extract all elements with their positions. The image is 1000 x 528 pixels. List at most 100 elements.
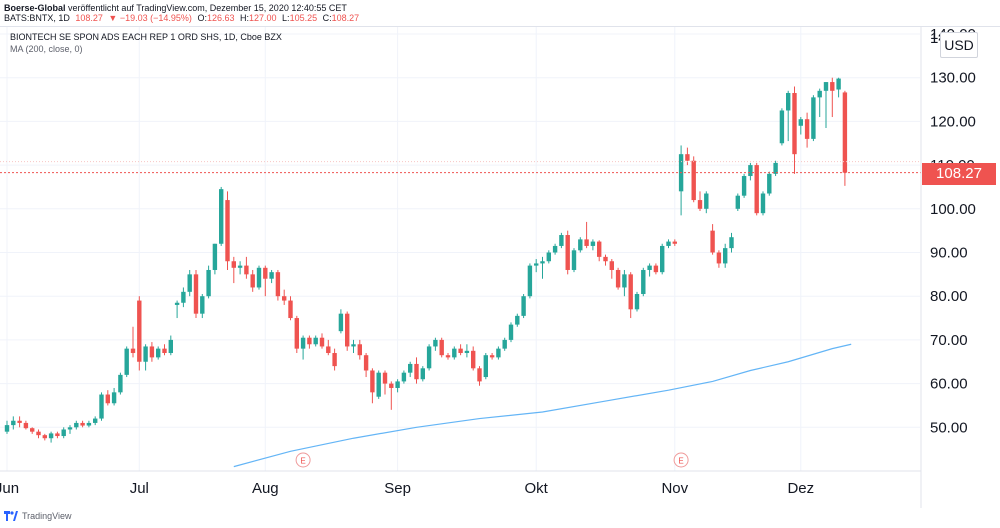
candle-body: [231, 261, 236, 268]
candle-body: [225, 200, 230, 262]
close-label: C:: [322, 13, 332, 23]
candle-body: [527, 265, 533, 297]
y-tick-label: 70.00: [930, 332, 968, 349]
candle-body: [237, 265, 243, 268]
candle-body: [395, 381, 400, 388]
candle-body: [546, 252, 551, 262]
candle-body: [307, 337, 312, 345]
candle-body: [786, 92, 791, 111]
candle-body: [767, 173, 772, 194]
high-value: 127.00: [249, 13, 277, 23]
tradingview-logo-icon: [4, 511, 18, 521]
candle-body: [502, 339, 507, 349]
candle-body: [760, 193, 766, 214]
symbol-label: BATS:BNTX, 1D: [4, 13, 70, 23]
x-tick-label: Okt: [525, 480, 549, 497]
candle-body: [414, 363, 419, 380]
open-label: O:: [197, 13, 207, 23]
candle-body: [647, 265, 652, 270]
candle-body: [55, 433, 60, 437]
earnings-marker-label: E: [300, 457, 305, 466]
candle-body: [842, 92, 848, 173]
candle-body: [313, 337, 318, 345]
candle-body: [439, 339, 444, 356]
candle-body: [80, 422, 85, 426]
candle-body: [181, 291, 186, 303]
candle-body: [187, 274, 192, 292]
candle-body: [212, 243, 218, 270]
candle-body: [489, 355, 495, 358]
earnings-marker: [673, 452, 689, 468]
candle-body: [811, 97, 816, 139]
open-value: 126.63: [206, 13, 235, 23]
x-tick-label: Jul: [130, 480, 149, 497]
candle-body: [168, 339, 173, 354]
candle-body: [508, 324, 514, 340]
y-tick-label: 90.00: [930, 245, 968, 262]
candle-body: [603, 256, 608, 262]
close-value: 108.27: [331, 13, 360, 23]
price-change: −19.03 (−14.95%): [119, 13, 192, 23]
candle-body: [332, 353, 337, 367]
candlestick-chart[interactable]: 50.0060.0070.0080.0090.00100.00110.00120…: [0, 26, 1000, 508]
candle-body: [111, 392, 117, 404]
candle-body: [634, 294, 640, 310]
candle-body: [628, 274, 633, 310]
low-value: 105.25: [289, 13, 318, 23]
candle-body: [206, 269, 211, 297]
candle-body: [382, 372, 388, 384]
y-tick-label: 50.00: [930, 419, 968, 436]
candle-body: [282, 296, 287, 301]
candle-body: [326, 346, 331, 354]
candle-body: [653, 265, 659, 273]
candle-body: [741, 176, 747, 196]
footer-brand[interactable]: TradingView: [4, 511, 72, 521]
candle-body: [11, 420, 16, 426]
candle-body: [729, 237, 734, 249]
candle-body: [156, 348, 161, 358]
candle-body: [118, 374, 123, 393]
candle-body: [61, 429, 66, 437]
published-text: veröffentlicht auf TradingView.com, Deze…: [68, 3, 347, 13]
candle-body: [817, 90, 822, 98]
candle-body: [275, 272, 281, 297]
candle-body: [496, 348, 501, 358]
candle-body: [672, 241, 677, 244]
candle-body: [565, 235, 570, 270]
candle-body: [552, 245, 558, 253]
candle-body: [4, 425, 10, 432]
candle-body: [804, 119, 810, 139]
candle-body: [105, 394, 110, 404]
ma-legend[interactable]: MA (200, close, 0): [10, 44, 83, 54]
candle-body: [67, 427, 73, 430]
candle-body: [174, 302, 180, 305]
candle-body: [149, 346, 155, 358]
candle-body: [691, 160, 696, 201]
candle-body: [836, 78, 841, 90]
candle-body: [433, 339, 438, 347]
y-tick-label: 120.00: [930, 113, 976, 130]
candle-body: [48, 433, 54, 439]
x-tick-label: Aug: [252, 480, 279, 497]
candle-body: [798, 119, 803, 126]
candle-body: [401, 372, 407, 382]
candle-body: [609, 261, 614, 270]
earnings-marker-label: E: [678, 457, 683, 466]
candle-body: [345, 313, 350, 347]
candle-body: [363, 355, 369, 371]
low-label: L:: [282, 13, 290, 23]
x-tick-label: Dez: [787, 480, 814, 497]
candle-body: [590, 241, 596, 246]
publisher-name: Boerse-Global: [4, 3, 66, 13]
candle-body: [319, 337, 325, 347]
candle-body: [42, 435, 47, 439]
candle-body: [779, 110, 785, 144]
x-tick-label: Nov: [661, 480, 688, 497]
candle-body: [420, 368, 425, 380]
candle-body: [666, 241, 671, 246]
currency-button[interactable]: USD: [940, 32, 978, 58]
candle-body: [376, 372, 381, 397]
ma200-line: [233, 343, 852, 468]
candle-body: [534, 263, 539, 266]
candle-body: [615, 269, 621, 288]
